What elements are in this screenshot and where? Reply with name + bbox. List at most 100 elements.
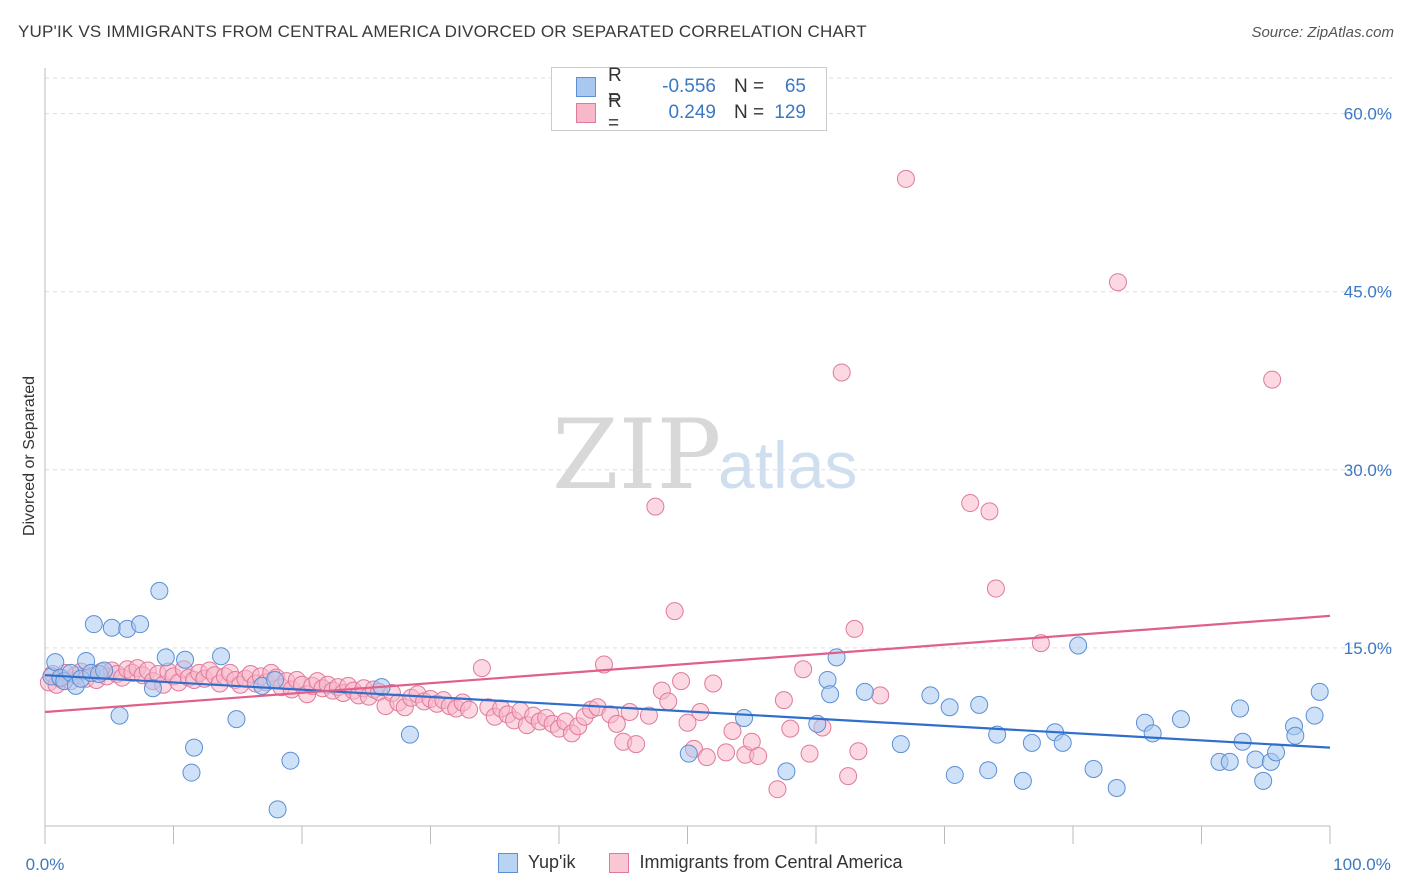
yupik-point xyxy=(735,708,754,727)
immigrants-point xyxy=(607,714,626,733)
immigrants-point xyxy=(460,700,479,719)
n-value: 65 xyxy=(784,76,806,97)
y-tick-label: 60.0% xyxy=(1344,105,1392,124)
x-tick-label: 100.0% xyxy=(1333,855,1391,874)
yupik-point xyxy=(988,725,1007,744)
immigrants-point xyxy=(794,660,813,679)
immigrants-point xyxy=(704,674,723,693)
yupik-point xyxy=(1231,699,1250,718)
yupik-point xyxy=(212,647,231,666)
immigrants-point xyxy=(665,602,684,621)
immigrants-point xyxy=(678,713,697,732)
yupik-point xyxy=(1267,743,1286,762)
yupik-point xyxy=(102,618,121,637)
yupik-point xyxy=(921,686,940,705)
legend-bottom: Yup'ik Immigrants from Central America xyxy=(498,852,937,873)
grid-lines xyxy=(45,77,1392,649)
n-label: N = xyxy=(734,76,765,97)
r-value: 0.249 xyxy=(668,102,716,123)
immigrants-point xyxy=(1108,273,1127,292)
yupik-point xyxy=(185,738,204,757)
legend-swatch-yupik xyxy=(498,852,518,873)
yupik-point xyxy=(1246,750,1265,769)
immigrants-point xyxy=(646,497,665,516)
immigrants-trend-line xyxy=(44,614,1331,714)
yupik-point xyxy=(979,761,998,780)
immigrants-point xyxy=(672,672,691,691)
yupik-point xyxy=(1022,733,1041,752)
legend-swatch-immigrants xyxy=(609,852,630,873)
yupik-point xyxy=(1053,733,1072,752)
immigrants-point xyxy=(832,363,851,382)
yupik-point xyxy=(970,695,989,714)
watermark-atlas: atlas xyxy=(718,428,857,502)
immigrants-point xyxy=(774,691,793,710)
yupik-point xyxy=(266,670,285,689)
immigrants-point xyxy=(659,692,678,711)
legend-swatch-immigrants xyxy=(576,103,596,123)
yupik-point xyxy=(110,706,129,725)
yupik-point xyxy=(131,615,150,634)
yupik-point xyxy=(268,800,287,819)
r-label: R = xyxy=(608,65,622,108)
legend-row-immigrants: R = 0.249 N = 129 xyxy=(576,91,806,134)
yupik-point xyxy=(176,650,195,669)
yupik-point xyxy=(1220,752,1239,771)
legend-label-immigrants: Immigrants from Central America xyxy=(639,852,903,872)
immigrants-point xyxy=(986,579,1005,598)
immigrants-point xyxy=(961,494,980,513)
yupik-point xyxy=(143,679,162,698)
x-tick-labels: 0.0% 100.0% xyxy=(26,855,1391,874)
yupik-point xyxy=(940,698,959,717)
y-tick-label: 30.0% xyxy=(1344,461,1392,480)
yupik-point xyxy=(1069,636,1088,655)
yupik-point xyxy=(1171,710,1190,729)
yupik-point xyxy=(46,653,65,672)
legend-row-yupik: R = -0.556 N = 65 xyxy=(576,65,806,108)
legend-item-immigrants[interactable]: Immigrants from Central America xyxy=(609,852,903,873)
y-tick-label: 15.0% xyxy=(1344,639,1392,658)
legend-label-yupik: Yup'ik xyxy=(528,852,576,872)
yupik-trend-line xyxy=(44,674,1331,749)
immigrants-point xyxy=(845,619,864,638)
immigrants-point xyxy=(849,742,868,761)
watermark: ZIP atlas xyxy=(552,399,857,511)
legend-stats: R = -0.556 N = 65 R = 0.249 N = 129 xyxy=(551,65,827,134)
chart-title: YUP'IK VS IMMIGRANTS FROM CENTRAL AMERIC… xyxy=(18,22,867,41)
r-label: R = xyxy=(608,91,622,134)
watermark-zip: ZIP xyxy=(552,399,721,511)
legend-item-yupik[interactable]: Yup'ik xyxy=(498,852,575,873)
immigrants-point xyxy=(627,735,646,754)
yupik-point xyxy=(150,581,169,600)
y-tick-labels: 15.0% 30.0% 45.0% 60.0% xyxy=(1344,105,1392,658)
immigrants-point xyxy=(697,748,716,767)
yupik-point xyxy=(95,661,114,680)
series-yupik-points xyxy=(42,581,1329,819)
yupik-point xyxy=(227,710,246,729)
yupik-point xyxy=(1310,682,1329,701)
yupik-point xyxy=(1107,779,1126,798)
immigrants-point xyxy=(800,744,819,763)
yupik-point xyxy=(945,765,964,784)
n-label: N = xyxy=(734,102,765,123)
yupik-point xyxy=(821,685,840,704)
immigrants-point xyxy=(896,169,915,188)
yupik-point xyxy=(1305,706,1324,725)
immigrants-point xyxy=(472,659,491,678)
yupik-point xyxy=(182,763,201,782)
immigrants-point xyxy=(723,722,742,741)
yupik-point xyxy=(84,615,103,634)
immigrants-point xyxy=(749,746,768,765)
yupik-point xyxy=(891,735,910,754)
yupik-point xyxy=(855,682,874,701)
yupik-point xyxy=(400,725,419,744)
immigrants-point xyxy=(871,686,890,705)
source-label: Source: ZipAtlas.com xyxy=(1251,24,1394,41)
yupik-point xyxy=(1084,760,1103,779)
yupik-point xyxy=(679,744,698,763)
y-axis-label: Divorced or Separated xyxy=(21,376,38,536)
yupik-point xyxy=(1013,771,1032,790)
immigrants-point xyxy=(1263,370,1282,389)
trend-lines xyxy=(44,614,1331,749)
r-value: -0.556 xyxy=(662,76,716,97)
